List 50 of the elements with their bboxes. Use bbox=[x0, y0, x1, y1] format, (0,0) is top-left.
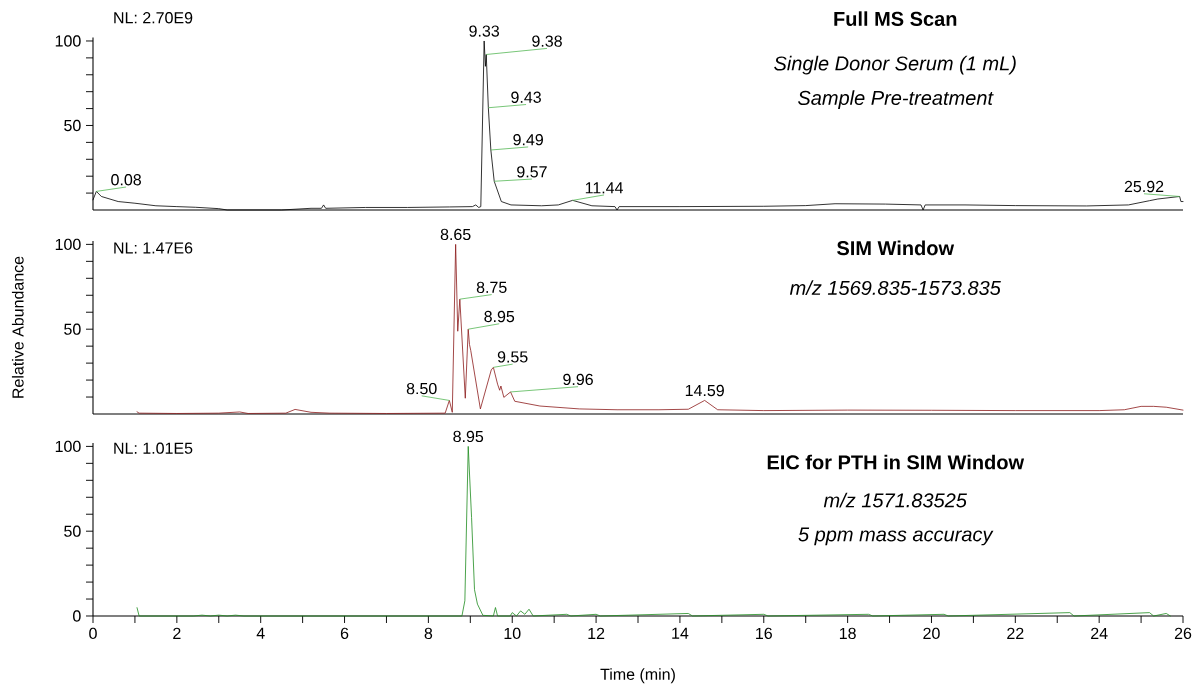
chart-title: Full MS Scan bbox=[834, 11, 957, 26]
x-tick-label: 16 bbox=[756, 627, 772, 640]
annotation: 9.38 bbox=[532, 35, 562, 47]
x-tick-label: 8 bbox=[424, 627, 433, 640]
text: NL: 2.70E9 bbox=[114, 12, 193, 24]
annotation: 25.92 bbox=[1124, 180, 1164, 193]
x-tick-label: 2 bbox=[173, 627, 181, 639]
x-tick-label: 14 bbox=[672, 627, 689, 639]
x-tick-label: 10 bbox=[504, 627, 521, 640]
annotation: 8.95 bbox=[484, 310, 515, 323]
y-tick-label: 50 bbox=[64, 323, 81, 335]
y-tick-label: 50 bbox=[64, 119, 81, 132]
y-tick-label: 0 bbox=[73, 610, 81, 622]
x-tick-label: 0 bbox=[89, 627, 97, 640]
annotation: 8.50 bbox=[406, 382, 437, 395]
y-tick-label: 100 bbox=[55, 35, 81, 47]
annotation: 8.75 bbox=[476, 281, 507, 293]
annotation: 8.95 bbox=[453, 430, 484, 443]
annotation: 9.49 bbox=[513, 134, 543, 146]
annotation: Sample Pre-treatment bbox=[797, 90, 994, 109]
annotation: 9.55 bbox=[497, 351, 528, 363]
x-tick-label: 4 bbox=[256, 627, 265, 639]
y-tick-label: 100 bbox=[55, 440, 81, 453]
annotation: 5 ppm mass accuracy bbox=[798, 527, 994, 546]
chart-title: EIC for PTH in SIM Window bbox=[767, 454, 1025, 470]
text: Single Donor Serum (1 mL) bbox=[774, 55, 1016, 75]
chart-title: SIM Window bbox=[837, 240, 955, 256]
y-tick-label: 50 bbox=[64, 525, 81, 537]
annotation: 9.33 bbox=[469, 25, 500, 37]
x-axis-title: Time (min) bbox=[600, 668, 675, 684]
annotation: 11.44 bbox=[585, 182, 623, 194]
x-tick-label: 20 bbox=[923, 627, 940, 640]
x-tick-label: 24 bbox=[1091, 627, 1108, 639]
annotation: 9.43 bbox=[511, 91, 541, 103]
x-tick-label: 6 bbox=[340, 627, 349, 640]
annotation: 8.65 bbox=[440, 228, 471, 241]
x-tick-label: 22 bbox=[1007, 627, 1024, 639]
text: m/z 1571.83525 bbox=[823, 492, 967, 508]
y-axis-title: Relative Abundance bbox=[11, 256, 24, 398]
annotation: NL: 1.01E5 bbox=[114, 442, 193, 454]
x-tick-label: 12 bbox=[588, 627, 605, 639]
annotation: NL: 1.47E6 bbox=[114, 242, 193, 254]
annotation: 9.96 bbox=[563, 373, 593, 386]
y-tick-label: 100 bbox=[55, 238, 81, 251]
text: m/z 1569.835-1573.835 bbox=[789, 280, 1001, 296]
annotation: 14.59 bbox=[685, 384, 724, 397]
x-tick-label: 26 bbox=[1174, 627, 1192, 640]
x-tick-label: 18 bbox=[839, 627, 856, 640]
annotation: 0.08 bbox=[111, 174, 141, 186]
annotation: 9.57 bbox=[517, 166, 547, 178]
